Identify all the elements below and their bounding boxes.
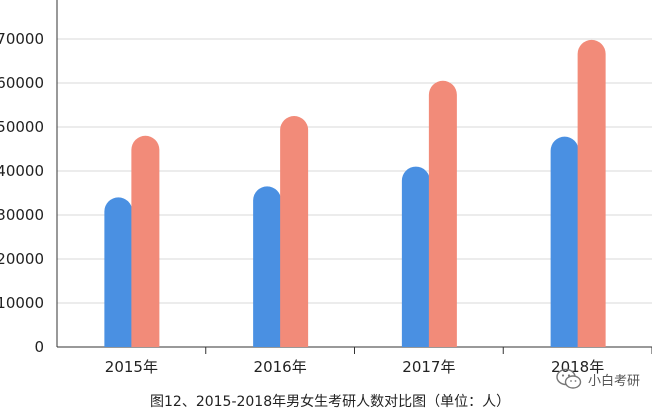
- bar-chart: 0 10000 20000 30000 40000 50000 60000 70000 201…: [0, 0, 652, 376]
- y-tick-label: 30000: [0, 206, 44, 224]
- x-category-labels: 2015年 2016年 2017年 2018年: [105, 358, 604, 376]
- wechat-icon: [556, 368, 582, 389]
- bar-series-1-2018年: [550, 136, 579, 347]
- y-tick-label: 40000: [0, 162, 44, 180]
- y-tick-label: 60000: [0, 74, 44, 92]
- bar-series-2-2016年: [280, 116, 309, 347]
- bar-series-2-2017年: [428, 80, 457, 348]
- y-tick-label: 0: [34, 338, 44, 356]
- bar-series-1-2016年: [253, 186, 282, 347]
- y-tick-label: 20000: [0, 250, 44, 268]
- x-category-label: 2016年: [254, 358, 307, 376]
- y-tick-label: 70000: [0, 30, 44, 48]
- chart-caption: 图12、2015-2018年男女生考研人数对比图（单位：人）: [150, 394, 511, 410]
- watermark: 小白考研: [556, 368, 640, 390]
- bar-series-1-2015年: [104, 197, 133, 347]
- x-category-label: 2015年: [105, 358, 158, 376]
- y-tick-label: 10000: [0, 294, 44, 312]
- x-category-label: 2018年: [551, 358, 604, 376]
- bars: [104, 39, 606, 348]
- y-tick-label: 50000: [0, 118, 44, 136]
- x-tick-marks: [205, 347, 652, 354]
- bar-series-1-2017年: [401, 166, 430, 347]
- watermark-text: 小白考研: [587, 373, 640, 389]
- bar-series-2-2015年: [131, 135, 160, 347]
- x-category-label: 2017年: [402, 358, 455, 376]
- y-tick-labels: 0 10000 20000 30000 40000 50000 60000 70000: [0, 30, 44, 356]
- bar-series-2-2018年: [577, 39, 606, 347]
